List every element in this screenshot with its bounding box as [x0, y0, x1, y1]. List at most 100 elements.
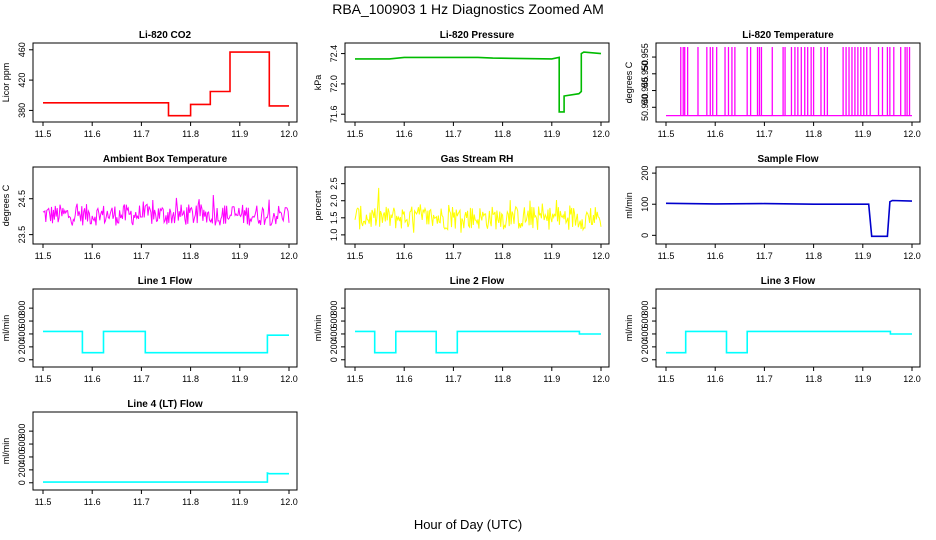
- y-tick-label: 0: [17, 357, 27, 362]
- noise-series-line: [42, 194, 290, 226]
- y-tick-label: 2.5: [329, 177, 339, 190]
- x-tick-label: 11.7: [445, 374, 462, 384]
- y-tick-label: 50.955: [640, 43, 650, 71]
- x-tick-label: 12.0: [592, 374, 610, 384]
- x-tick-label: 11.8: [494, 129, 511, 139]
- x-tick-label: 11.6: [84, 129, 101, 139]
- plot-frame: [32, 411, 298, 491]
- x-tick-label: 11.5: [35, 129, 52, 139]
- series-line: [666, 330, 912, 354]
- x-tick-label: 12.0: [280, 251, 298, 261]
- series-line: [43, 472, 289, 483]
- y-tick-label: 600: [640, 314, 650, 329]
- x-tick-label: 11.9: [854, 374, 871, 384]
- chart-title: Ambient Box Temperature: [103, 154, 228, 165]
- x-tick-label: 11.8: [182, 374, 199, 384]
- chart-panel: Li-820 Temperature degrees C 11.5 11.6 11.7 1…: [624, 30, 921, 139]
- y-tick-label: 0: [640, 357, 650, 362]
- y-tick-label: 23.5: [17, 226, 27, 244]
- y-axis-label: ml/min: [624, 192, 634, 219]
- plot-frame: [344, 288, 610, 368]
- y-tick-label: 600: [17, 314, 27, 329]
- plot-frame: [344, 42, 610, 123]
- x-tick-label: 11.6: [396, 129, 413, 139]
- y-tick-label: 100: [640, 197, 650, 212]
- x-tick-label: 11.7: [133, 251, 150, 261]
- y-tick-label: 400: [329, 326, 339, 341]
- x-tick-label: 11.6: [84, 374, 101, 384]
- y-tick-label: 72.4: [329, 45, 339, 63]
- x-tick-label: 11.9: [543, 374, 560, 384]
- x-tick-label: 12.0: [903, 374, 921, 384]
- y-tick-label: 72.0: [329, 75, 339, 93]
- x-tick-label: 11.5: [658, 374, 675, 384]
- x-tick-label: 11.7: [445, 129, 462, 139]
- chart-title: Line 2 Flow: [450, 276, 505, 287]
- x-tick-label: 11.8: [805, 374, 822, 384]
- x-tick-label: 11.6: [396, 374, 413, 384]
- y-tick-label: 420: [17, 73, 27, 88]
- y-axis-label: degrees C: [1, 184, 11, 226]
- chart-title: Li-820 Pressure: [440, 30, 515, 41]
- x-tick-label: 11.5: [658, 251, 675, 261]
- plot-frame: [655, 288, 921, 368]
- y-tick-label: 2.0: [329, 194, 339, 207]
- y-axis-label: ml/min: [313, 315, 323, 342]
- x-tick-label: 11.7: [133, 374, 150, 384]
- x-tick-label: 11.7: [133, 129, 150, 139]
- x-tick-label: 12.0: [592, 129, 610, 139]
- y-tick-label: 200: [640, 339, 650, 354]
- y-axis-label: Licor ppm: [1, 63, 11, 103]
- y-tick-label: 200: [640, 166, 650, 181]
- chart-title: Line 1 Flow: [138, 276, 193, 287]
- y-axis-label: percent: [313, 190, 323, 221]
- chart-title: Li-820 CO2: [139, 30, 192, 41]
- y-tick-label: 71.6: [329, 105, 339, 123]
- x-tick-label: 11.8: [494, 374, 511, 384]
- x-tick-label: 11.9: [231, 251, 248, 261]
- chart-title: Li-820 Temperature: [742, 30, 834, 41]
- plot-frame: [655, 42, 921, 123]
- x-tick-label: 11.9: [543, 129, 560, 139]
- x-tick-label: 12.0: [280, 129, 298, 139]
- x-tick-label: 11.5: [35, 374, 52, 384]
- x-tick-label: 12.0: [280, 497, 298, 507]
- y-tick-label: 200: [329, 339, 339, 354]
- y-tick-label: 800: [17, 301, 27, 316]
- x-tick-label: 11.5: [347, 129, 364, 139]
- x-axis-caption: Hour of Day (UTC): [413, 517, 523, 532]
- x-tick-label: 12.0: [592, 251, 610, 261]
- y-axis-label: ml/min: [624, 315, 634, 342]
- series-line: [43, 330, 289, 354]
- chart-title: Gas Stream RH: [441, 154, 514, 165]
- x-tick-label: 12.0: [903, 251, 921, 261]
- y-tick-label: 0: [640, 233, 650, 238]
- y-tick-label: 800: [640, 301, 650, 316]
- x-tick-label: 12.0: [280, 374, 298, 384]
- chart-panel: Sample Flow ml/min 11.5 11.6 11.7 11.8 11.9 12.…: [624, 154, 921, 261]
- x-tick-label: 11.9: [231, 497, 248, 507]
- chart-panel: Line 1 Flow ml/min 11.5 11.6 11.7 11.8 11.9 12.…: [1, 276, 298, 384]
- x-tick-label: 11.7: [756, 129, 773, 139]
- series-line: [43, 51, 289, 117]
- chart-title: Line 4 (LT) Flow: [127, 399, 203, 410]
- x-tick-label: 11.8: [805, 129, 822, 139]
- chart-panel: Line 3 Flow ml/min 11.5 11.6 11.7 11.8 11.9 12.…: [624, 276, 921, 384]
- x-tick-label: 11.5: [35, 497, 52, 507]
- x-tick-label: 11.6: [396, 251, 413, 261]
- chart-title: Line 3 Flow: [761, 276, 816, 287]
- y-tick-label: 800: [329, 301, 339, 316]
- chart-title: Sample Flow: [757, 154, 818, 165]
- x-tick-label: 11.7: [445, 251, 462, 261]
- x-tick-label: 11.9: [231, 374, 248, 384]
- x-tick-label: 11.8: [494, 251, 511, 261]
- y-tick-label: 1.0: [329, 229, 339, 242]
- chart-panel: Li-820 Pressure kPa 11.5 11.6 11.7 11.8 11.9 12…: [313, 30, 610, 139]
- y-tick-label: 600: [329, 314, 339, 329]
- x-tick-label: 11.7: [133, 497, 150, 507]
- x-tick-label: 11.6: [84, 497, 101, 507]
- y-tick-label: 460: [17, 42, 27, 57]
- y-axis-label: ml/min: [1, 315, 11, 342]
- plot-frame: [32, 42, 298, 123]
- x-tick-label: 11.8: [805, 251, 822, 261]
